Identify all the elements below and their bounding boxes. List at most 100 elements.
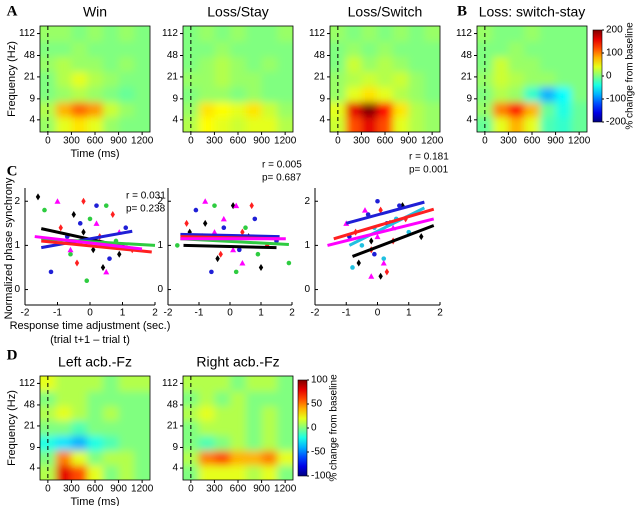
heat-cell: [345, 116, 362, 132]
heat-cell: [214, 464, 231, 480]
panel-letter: C: [7, 163, 18, 179]
heatmap-cells: [183, 376, 293, 480]
heat-cell: [571, 86, 587, 103]
heat-cell: [245, 56, 263, 72]
heatmap: [40, 26, 150, 132]
heat-cell: [261, 376, 278, 392]
heat-cell: [71, 41, 88, 57]
y-tick-label: 112: [456, 28, 472, 39]
panel-title: Loss/Stay: [207, 4, 268, 20]
heatmap-cells: [40, 376, 150, 480]
data-point: [35, 193, 41, 201]
heat-cell: [277, 71, 293, 88]
x-tick-label: 1: [258, 308, 264, 319]
heat-cell: [102, 464, 120, 480]
data-point: [215, 255, 220, 263]
colorbar-label: % change from baseline: [625, 22, 636, 130]
heat-cell: [361, 71, 378, 88]
heat-cell: [87, 26, 104, 42]
y-tick-label: 21: [167, 421, 179, 432]
data-point: [107, 256, 112, 261]
heat-cell: [230, 101, 247, 118]
x-tick-label: 900: [110, 484, 127, 495]
heat-cell: [87, 101, 104, 118]
heat-cell: [261, 41, 278, 57]
x-tick-label: 600: [377, 136, 394, 147]
heat-cell: [214, 435, 231, 451]
data-point: [48, 269, 54, 275]
colorbar-tick-label: -100: [606, 94, 626, 105]
data-point: [220, 215, 227, 222]
fit-line: [333, 207, 435, 241]
heat-cell: [118, 450, 135, 466]
x-axis-note: (trial t+1 – trial t): [50, 334, 130, 346]
data-point: [237, 247, 242, 253]
heatmap: [477, 26, 587, 132]
data-point: [117, 250, 122, 258]
heat-cell: [230, 464, 247, 480]
x-tick-label: 0: [188, 136, 194, 147]
data-point: [54, 198, 61, 204]
heat-cell: [102, 376, 120, 392]
y-tick-label: 0: [14, 284, 20, 295]
heat-cell: [508, 26, 525, 42]
heatmap-cells: [40, 26, 150, 132]
heat-cell: [87, 464, 104, 480]
heat-cell: [55, 464, 72, 480]
heat-cell: [102, 56, 120, 72]
heat-cell: [102, 450, 120, 466]
heat-cell: [377, 71, 394, 88]
heat-cell: [261, 101, 278, 118]
heat-cell: [183, 86, 200, 103]
heat-cell: [87, 56, 104, 72]
heat-cell: [230, 390, 247, 407]
heat-cell: [539, 26, 557, 42]
heat-cell: [539, 86, 557, 103]
heat-cell: [214, 101, 231, 118]
x-tick-label: 2: [437, 308, 443, 319]
heat-cell: [261, 86, 278, 103]
heat-cell: [214, 86, 231, 103]
heat-cell: [424, 26, 440, 42]
data-point: [218, 250, 223, 258]
heat-cell: [214, 71, 231, 88]
heat-cell: [55, 435, 72, 451]
heat-cell: [408, 116, 425, 132]
x-tick-label: 900: [400, 136, 417, 147]
data-point: [239, 260, 246, 266]
colorbar-tick-label: -100: [311, 471, 331, 482]
heat-cell: [55, 101, 72, 118]
heat-cell: [508, 71, 525, 88]
stat-annotation: r = 0.005: [262, 160, 302, 171]
data-point: [286, 260, 292, 266]
data-point: [203, 219, 208, 227]
heat-cell: [102, 405, 120, 421]
heat-cell: [214, 390, 231, 407]
data-point: [356, 259, 361, 267]
heat-cell: [134, 86, 150, 103]
heat-cell: [555, 101, 572, 118]
heat-cell: [392, 26, 410, 42]
heat-cell: [377, 101, 394, 118]
fit-line: [327, 217, 435, 247]
heatmap: [183, 26, 293, 132]
heat-cell: [477, 86, 494, 103]
y-tick-label: 9: [29, 442, 35, 453]
x-tick-label: -2: [21, 308, 30, 319]
heat-cell: [118, 390, 135, 407]
heat-cell: [71, 71, 88, 88]
x-tick-label: 900: [547, 136, 564, 147]
panel-letter: A: [7, 3, 18, 19]
heat-cell: [214, 41, 231, 57]
heat-cell: [571, 116, 587, 132]
heat-cell: [524, 41, 541, 57]
y-tick-label: 0: [304, 284, 310, 295]
y-tick-label: 21: [461, 72, 473, 83]
heat-cell: [245, 390, 263, 407]
heat-cell: [198, 116, 215, 132]
x-tick-label: 1200: [131, 136, 154, 147]
heat-cell: [245, 86, 263, 103]
heat-cell: [118, 41, 135, 57]
colorbar-tick-label: 200: [606, 25, 623, 36]
x-tick-label: -1: [195, 308, 204, 319]
